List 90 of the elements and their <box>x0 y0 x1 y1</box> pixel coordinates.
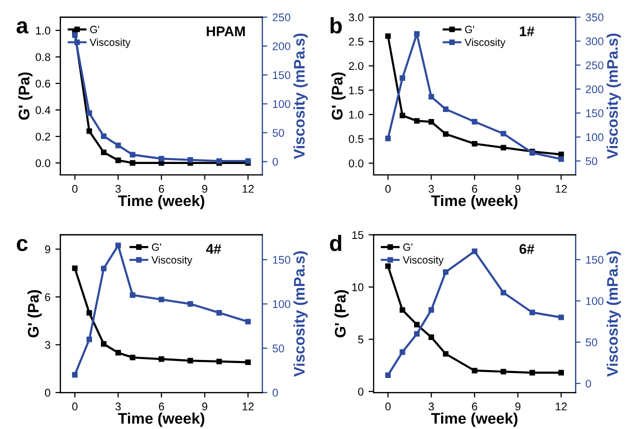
x-axis-title: Time (week) <box>118 412 204 427</box>
y2-tick-label: 50 <box>586 157 598 166</box>
y-tick-label: 1.0 <box>36 26 50 35</box>
x-tick-label: 6 <box>472 402 478 410</box>
y2-tick-label: 100 <box>586 133 604 142</box>
x-tick-label: 0 <box>385 184 391 193</box>
y-tick-label: 0 <box>44 388 50 397</box>
legend-label: G' <box>90 26 100 34</box>
y2-tick-label: 150 <box>273 71 290 80</box>
legend-label: Viscosity <box>151 256 192 266</box>
y2-tick-label: 150 <box>586 256 604 264</box>
y2-tick-label: 50 <box>272 344 284 352</box>
x-tick-label: 3 <box>115 184 121 193</box>
chart-title: d <box>330 234 342 252</box>
y2-tick-label: 0 <box>586 380 592 388</box>
x-tick-label: 0 <box>72 184 78 193</box>
legend-label: Viscosity <box>464 38 506 48</box>
y-tick-label: 6 <box>45 293 50 302</box>
y-tick-label: 0.2 <box>36 132 50 141</box>
y-tick-label: 3.0 <box>348 13 364 22</box>
y2-tick-label: 0 <box>272 158 278 166</box>
y2-tick-label: 150 <box>586 109 604 118</box>
y-axis-title: G' (Pa) <box>334 290 349 338</box>
y-axis-title: G' (Pa) <box>18 72 32 120</box>
y2-tick-label: 0 <box>272 388 278 397</box>
legend-label: Viscosity <box>402 256 444 266</box>
annotation: 1# <box>520 26 534 36</box>
x-tick-label: 12 <box>556 402 567 410</box>
legend-label: G' <box>465 26 474 34</box>
y2-tick-label: 100 <box>273 100 290 108</box>
x-tick-label: 12 <box>242 402 254 410</box>
y2-tick-label: 200 <box>586 85 604 94</box>
y-tick-label: 15 <box>352 231 364 239</box>
y2-tick-label: 300 <box>586 37 604 46</box>
x-tick-label: 9 <box>515 184 520 193</box>
y-tick-label: 0.0 <box>36 159 50 168</box>
y-tick-label: 0.0 <box>348 159 364 168</box>
y-tick-label: 9 <box>45 245 50 254</box>
y2-axis-title: Viscosity (mPa.s) <box>293 251 308 377</box>
x-tick-label: 6 <box>158 184 164 193</box>
x-axis-title: Time (week) <box>118 194 204 210</box>
x-tick-label: 6 <box>472 184 478 193</box>
y2-tick-label: 150 <box>273 256 290 264</box>
x-tick-label: 9 <box>202 402 208 410</box>
y-axis-title: G' (Pa) <box>331 72 346 120</box>
x-axis-title: Time (week) <box>431 412 518 427</box>
y-tick-label: 0 <box>358 388 364 396</box>
y-tick-label: 10 <box>352 283 364 292</box>
y2-tick-label: 50 <box>586 338 598 346</box>
annotation: HPAM <box>206 26 245 36</box>
x-tick-label: 0 <box>385 402 391 410</box>
y-tick-label: 3 <box>44 341 50 349</box>
chart-title: a <box>16 21 28 34</box>
y2-tick-label: 100 <box>586 297 604 306</box>
y2-tick-label: 350 <box>586 13 604 22</box>
x-tick-label: 3 <box>428 402 434 410</box>
y-tick-label: 2.5 <box>348 38 364 46</box>
y2-axis-title: Viscosity (mPa.s) <box>293 34 308 160</box>
y-tick-label: 0.6 <box>36 80 50 88</box>
x-tick-label: 12 <box>556 184 567 193</box>
chart-title: b <box>330 17 342 34</box>
annotation: 4# <box>206 244 222 254</box>
y2-tick-label: 250 <box>272 13 290 22</box>
x-tick-label: 9 <box>202 184 208 193</box>
y-tick-label: 0.4 <box>36 106 50 114</box>
chart-title: c <box>16 238 28 252</box>
x-tick-label: 3 <box>115 402 121 410</box>
x-tick-label: 0 <box>72 402 78 410</box>
x-tick-label: 3 <box>428 184 434 193</box>
y2-tick-label: 200 <box>272 42 290 50</box>
y2-axis-title: Viscosity (mPa.s) <box>606 34 621 160</box>
x-tick-label: 9 <box>515 402 520 410</box>
y2-axis-title: Viscosity (mPa.s) <box>606 251 621 377</box>
y-tick-label: 0.8 <box>36 53 50 62</box>
annotation: 6# <box>520 244 534 254</box>
legend-label: Viscosity <box>90 38 130 48</box>
y-tick-label: 2.0 <box>348 62 364 70</box>
x-tick-label: 6 <box>158 402 164 410</box>
legend-label: G' <box>152 243 161 251</box>
y-tick-label: 1.5 <box>349 86 364 94</box>
y-tick-label: 0.5 <box>348 135 364 143</box>
y2-tick-label: 250 <box>586 61 604 70</box>
y-tick-label: 1.0 <box>349 110 364 119</box>
x-tick-label: 12 <box>242 184 254 193</box>
y-axis-title: G' (Pa) <box>28 290 42 338</box>
x-axis-title: Time (week) <box>431 194 518 210</box>
y-tick-label: 5 <box>358 336 364 344</box>
y2-tick-label: 100 <box>273 300 290 308</box>
y2-tick-label: 50 <box>272 128 284 137</box>
legend-label: G' <box>403 243 412 251</box>
